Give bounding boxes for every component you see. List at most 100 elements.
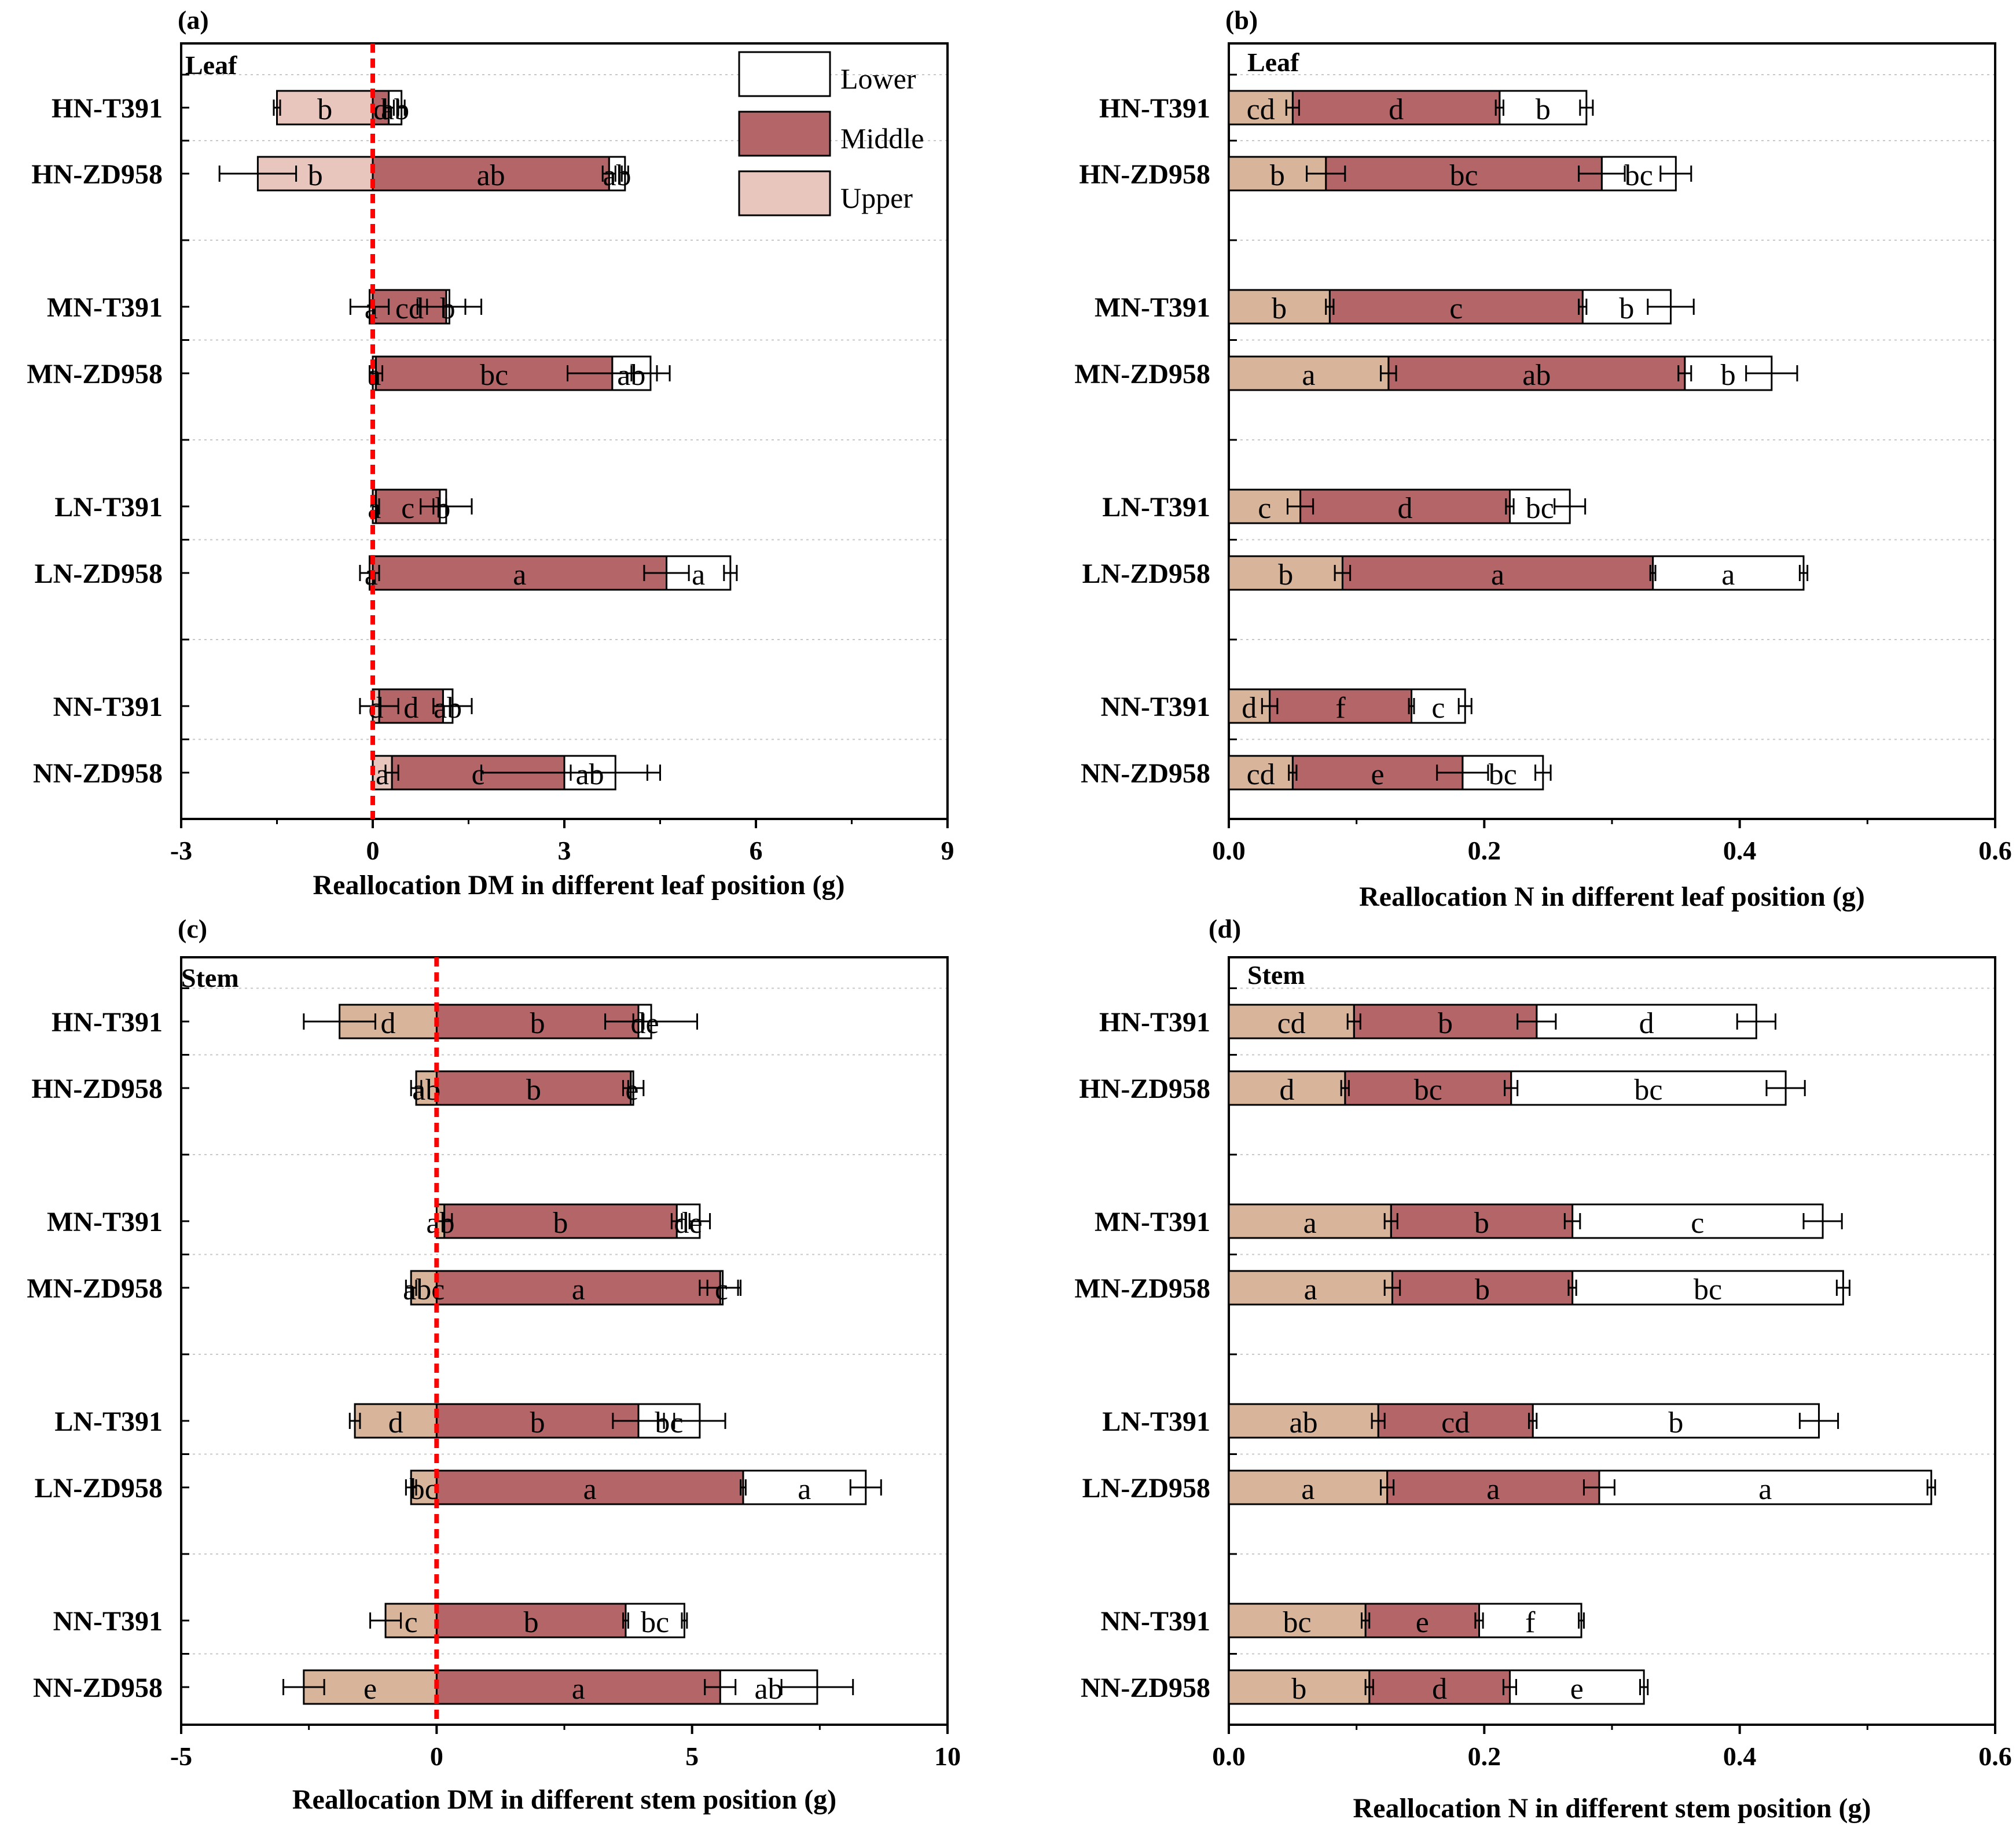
- significance-letter: bc: [1526, 492, 1554, 525]
- significance-letter: a: [1758, 1473, 1772, 1506]
- significance-letter: b: [1272, 292, 1287, 325]
- x-tick-label: 0: [366, 836, 380, 865]
- significance-letter: b: [1536, 93, 1551, 126]
- significance-letter: ab: [617, 359, 645, 392]
- significance-letter: a: [798, 1473, 811, 1506]
- legend-label-upper: Upper: [840, 182, 913, 214]
- significance-letter: de: [674, 1207, 702, 1240]
- significance-letter: a: [1302, 359, 1315, 392]
- significance-letter: b: [1619, 292, 1634, 325]
- legend-label-lower: Lower: [840, 63, 916, 95]
- significance-letter: b: [524, 1606, 539, 1639]
- category-label: HN-ZD958: [31, 1074, 163, 1104]
- category-label: LN-T391: [1102, 492, 1210, 523]
- category-label: HN-T391: [1099, 1007, 1210, 1038]
- significance-letter: c: [1431, 692, 1445, 725]
- significance-letter: bc: [1634, 1074, 1662, 1107]
- significance-letter: bc: [1694, 1273, 1722, 1306]
- panel-label: (b): [1225, 5, 1258, 35]
- significance-letter: a: [1721, 559, 1735, 591]
- bar-middle: [1291, 90, 1501, 126]
- bar-middle: [1344, 1070, 1512, 1106]
- significance-letter: a: [572, 1273, 585, 1306]
- significance-letter: b: [1475, 1273, 1490, 1306]
- bar-middle: [435, 1070, 632, 1106]
- bar-upper: [1228, 1669, 1371, 1705]
- significance-letter: d: [1639, 1007, 1654, 1040]
- x-tick-label: 3: [558, 836, 571, 865]
- category-label: MN-ZD958: [1074, 359, 1210, 390]
- significance-letter: d: [373, 93, 388, 126]
- x-tick-label: 0.0: [1212, 1742, 1246, 1771]
- significance-letter: a: [376, 758, 389, 791]
- significance-letter: b: [440, 292, 456, 325]
- corner-label: Stem: [181, 963, 239, 993]
- significance-letter: bc: [410, 1473, 438, 1506]
- category-label: HN-T391: [52, 93, 163, 124]
- bar-middle: [1368, 1669, 1511, 1705]
- bar-middle: [1269, 688, 1413, 724]
- significance-letter: ab: [1290, 1406, 1318, 1439]
- significance-letter: a: [692, 559, 705, 591]
- significance-letter: e: [1570, 1673, 1584, 1706]
- category-label: NN-T391: [53, 692, 163, 722]
- bar-middle: [443, 1203, 678, 1239]
- significance-letter: a: [572, 1673, 585, 1706]
- significance-letter: a: [1303, 1207, 1317, 1240]
- bar-upper: [276, 90, 374, 126]
- panel-label: (a): [178, 5, 209, 35]
- category-label: NN-T391: [1101, 1606, 1210, 1637]
- significance-letter: f: [1335, 692, 1346, 725]
- significance-letter: d: [1279, 1074, 1294, 1107]
- category-label: NN-ZD958: [33, 758, 163, 789]
- significance-letter: b: [308, 159, 323, 192]
- significance-letter: b: [1668, 1406, 1683, 1439]
- significance-letter: bc: [480, 359, 508, 392]
- legend-label-middle: Middle: [840, 122, 924, 155]
- significance-letter: bc: [1283, 1606, 1312, 1639]
- significance-letter: cd: [1247, 758, 1275, 791]
- significance-letter: ab: [381, 93, 409, 126]
- significance-letter: c: [405, 1606, 418, 1639]
- panel-a-dm-leaf: -3 0 3 6 9 Reallocation DM in different leaf …: [27, 5, 954, 901]
- significance-letter: a: [1304, 1273, 1317, 1306]
- x-tick-label: 10: [934, 1742, 961, 1771]
- category-label: HN-ZD958: [1079, 159, 1210, 190]
- significance-letter: cd: [1247, 93, 1275, 126]
- bar-lower: [742, 1469, 867, 1505]
- category-label: NN-ZD958: [33, 1673, 163, 1703]
- significance-letter: d: [1389, 93, 1404, 126]
- significance-letter: c: [401, 492, 414, 525]
- category-label: LN-ZD958: [1082, 1473, 1210, 1504]
- category-label: HN-ZD958: [1079, 1074, 1210, 1104]
- significance-letter: bc: [655, 1406, 683, 1439]
- significance-letter: e: [1416, 1606, 1429, 1639]
- bar-middle: [1387, 355, 1686, 391]
- bar-upper: [1228, 1403, 1379, 1439]
- significance-letter: d: [1398, 492, 1413, 525]
- significance-letter: c: [472, 758, 485, 791]
- significance-letter: ab: [603, 159, 631, 192]
- significance-letter: d: [388, 1406, 403, 1439]
- significance-letter: bc: [1625, 159, 1653, 192]
- significance-letter: cd: [395, 292, 424, 325]
- significance-letter: c: [1258, 492, 1271, 525]
- bar-lower: [1499, 90, 1588, 126]
- significance-letter: b: [317, 93, 332, 126]
- bar-middle: [1341, 555, 1654, 591]
- bar-middle: [435, 1270, 721, 1306]
- category-label: MN-ZD958: [27, 359, 163, 390]
- bar-upper: [1228, 1203, 1392, 1239]
- category-label: LN-ZD958: [1082, 559, 1210, 589]
- bar-middle: [1386, 1469, 1600, 1505]
- category-label: MN-T391: [47, 1207, 163, 1237]
- significance-letter: b: [530, 1007, 545, 1040]
- bar-middle: [1328, 289, 1584, 325]
- bar-middle: [1325, 156, 1603, 192]
- x-tick-label: 6: [750, 836, 763, 865]
- significance-letter: ab: [426, 1207, 454, 1240]
- x-tick-label: 0.4: [1723, 1742, 1757, 1771]
- significance-letter: ab: [755, 1673, 783, 1706]
- significance-letter: e: [363, 1673, 377, 1706]
